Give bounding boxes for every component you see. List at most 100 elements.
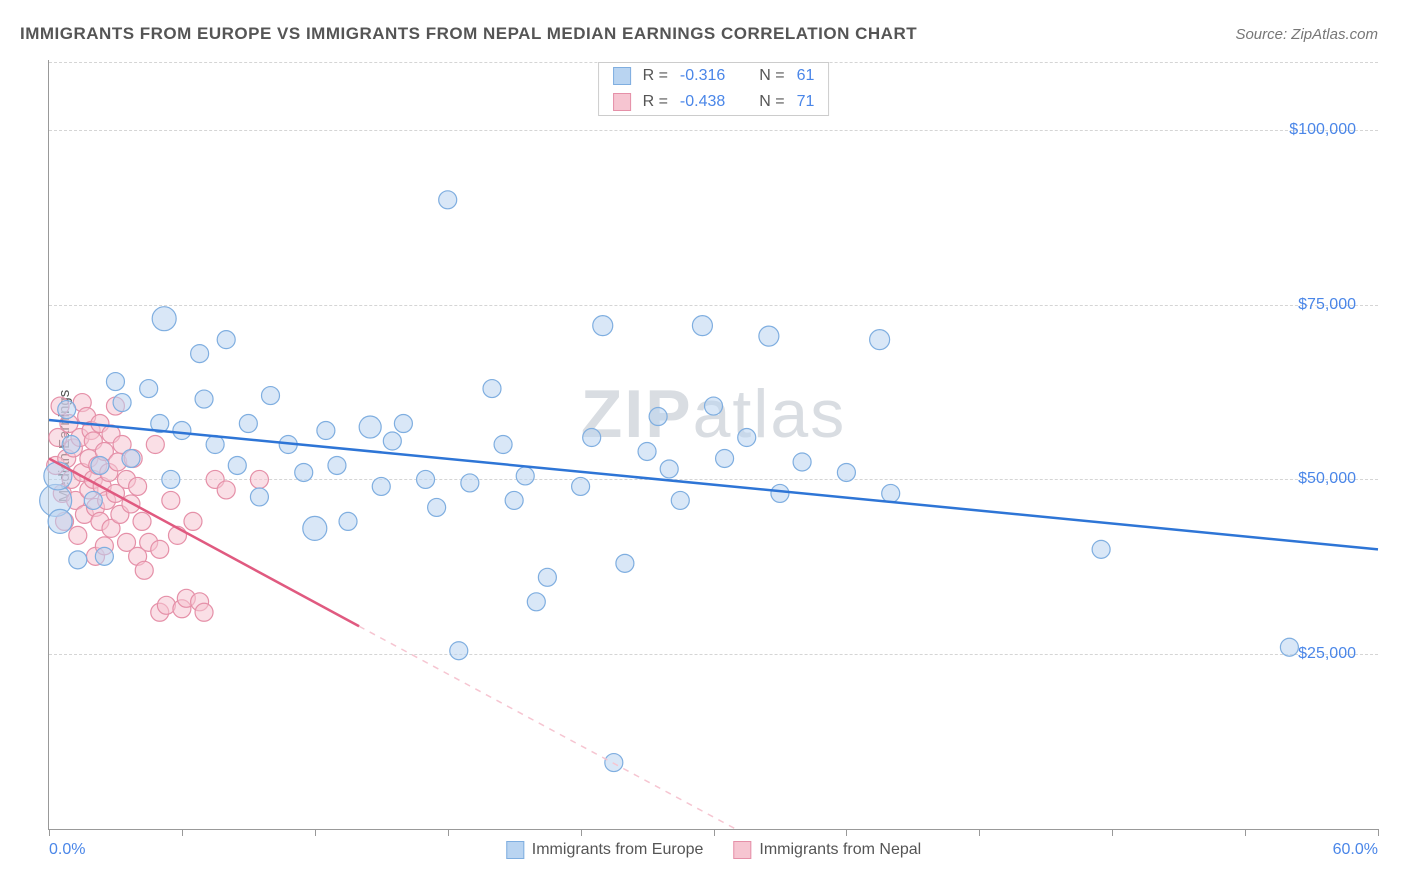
scatter-point [759,326,779,346]
scatter-point [461,474,479,492]
bottom-legend: Immigrants from Europe Immigrants from N… [506,841,921,859]
r-value-europe: -0.316 [680,67,725,85]
scatter-point [133,512,151,530]
scatter-point [383,432,401,450]
scatter-point [616,554,634,572]
x-tick [1112,829,1113,836]
x-tick [581,829,582,836]
x-tick [1378,829,1379,836]
scatter-point [140,380,158,398]
chart-title: IMMIGRANTS FROM EUROPE VS IMMIGRANTS FRO… [20,24,917,44]
scatter-point [372,477,390,495]
scatter-point [217,481,235,499]
scatter-point [69,551,87,569]
scatter-point [317,422,335,440]
x-tick [714,829,715,836]
scatter-point [157,596,175,614]
plot-area: ZIPatlas R = -0.316 N = 61 R = -0.438 N … [48,60,1378,830]
scatter-point [538,568,556,586]
scatter-point [184,512,202,530]
x-tick [1245,829,1246,836]
x-tick [979,829,980,836]
scatter-point [84,491,102,509]
scatter-svg [49,60,1378,829]
scatter-point [151,540,169,558]
scatter-point [1092,540,1110,558]
scatter-point [771,484,789,502]
scatter-point [738,429,756,447]
scatter-point [882,484,900,502]
scatter-point [122,449,140,467]
scatter-point [837,463,855,481]
scatter-point [583,429,601,447]
scatter-point [95,547,113,565]
scatter-point [195,390,213,408]
legend-label-europe: Immigrants from Europe [532,841,704,859]
x-axis-min-label: 0.0% [49,841,85,859]
scatter-point [195,603,213,621]
scatter-point [516,467,534,485]
scatter-point [692,316,712,336]
r-label: R = [643,93,668,111]
scatter-point [649,408,667,426]
scatter-point [113,394,131,412]
scatter-point [671,491,689,509]
r-label: R = [643,67,668,85]
scatter-point [638,442,656,460]
trend-line [49,420,1378,549]
scatter-point [162,491,180,509]
scatter-point [295,463,313,481]
scatter-point [527,593,545,611]
scatter-point [106,373,124,391]
scatter-point [217,331,235,349]
n-label: N = [759,67,784,85]
swatch-nepal [613,93,631,111]
legend-label-nepal: Immigrants from Nepal [759,841,921,859]
scatter-point [505,491,523,509]
scatter-point [206,436,224,454]
x-tick [49,829,50,836]
scatter-point [146,436,164,454]
scatter-point [262,387,280,405]
source-attribution: Source: ZipAtlas.com [1235,26,1378,43]
scatter-point [303,516,327,540]
scatter-point [44,462,72,490]
scatter-point [191,345,209,363]
x-axis-max-label: 60.0% [1333,841,1378,859]
r-value-nepal: -0.438 [680,93,725,111]
x-tick [182,829,183,836]
n-value-europe: 61 [797,67,815,85]
scatter-point [62,436,80,454]
n-label: N = [759,93,784,111]
scatter-point [228,456,246,474]
scatter-point [705,397,723,415]
stats-row-nepal: R = -0.438 N = 71 [599,89,829,115]
legend-swatch-nepal [733,841,751,859]
scatter-point [250,470,268,488]
scatter-point [660,460,678,478]
legend-swatch-europe [506,841,524,859]
scatter-point [572,477,590,495]
scatter-point [483,380,501,398]
scatter-point [593,316,613,336]
scatter-point [339,512,357,530]
scatter-point [91,456,109,474]
scatter-point [173,422,191,440]
scatter-point [439,191,457,209]
scatter-point [494,436,512,454]
scatter-point [716,449,734,467]
legend-item-nepal: Immigrants from Nepal [733,841,921,859]
scatter-point [69,526,87,544]
scatter-point [129,477,147,495]
scatter-point [870,330,890,350]
scatter-point [428,498,446,516]
scatter-point [250,488,268,506]
scatter-point [152,307,176,331]
scatter-point [417,470,435,488]
scatter-point [162,470,180,488]
scatter-point [1280,638,1298,656]
scatter-point [793,453,811,471]
legend-item-europe: Immigrants from Europe [506,841,704,859]
scatter-point [328,456,346,474]
scatter-point [359,416,381,438]
